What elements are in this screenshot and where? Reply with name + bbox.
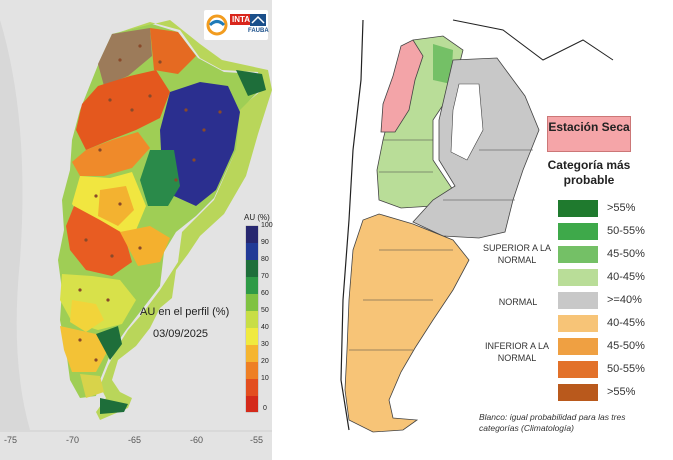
inta-logo: INTA	[230, 14, 253, 25]
legend-swatch	[558, 200, 598, 217]
season-label: Estación Seca	[547, 116, 631, 152]
footnote: Blanco: igual probabilidad para las tres…	[479, 412, 626, 433]
map-date: 03/09/2025	[153, 328, 209, 340]
soil-moisture-map	[0, 0, 272, 460]
legend-label: 40-45%	[607, 271, 645, 283]
fauba-emblem-icon	[250, 14, 266, 26]
soil-moisture-map-panel: INTA FAUBA AU (%) 100 90 80 70 60 50 40 …	[0, 0, 273, 460]
colorbar-tick: 30	[261, 341, 269, 348]
colorbar-tick: 100	[261, 222, 273, 229]
map-title: AU en el perfil (%)	[140, 306, 230, 318]
colorbar-title: AU (%)	[244, 213, 270, 222]
x-tick-label: -55	[250, 435, 264, 445]
colorbar-tick: 60	[261, 290, 269, 297]
legend-label: 50-55%	[607, 225, 645, 237]
x-tick-label: -65	[128, 435, 142, 445]
category-superior: SUPERIOR A LA NORMAL	[482, 243, 552, 265]
legend-label: 45-50%	[607, 248, 645, 260]
category-inferior: INFERIOR A LA NORMAL	[484, 341, 550, 363]
x-tick-label: -60	[190, 435, 204, 445]
x-tick-label: -70	[66, 435, 80, 445]
legend-title: Categoría más probable	[547, 158, 631, 187]
category-normal: NORMAL	[498, 297, 538, 307]
colorbar-tick: 80	[261, 256, 269, 263]
legend-label: 45-50%	[607, 340, 645, 352]
colorbar	[245, 225, 259, 413]
colorbar-tick: 70	[261, 273, 269, 280]
argentina-outline	[96, 20, 272, 420]
colorbar-tick: 20	[261, 358, 269, 365]
legend-swatch	[558, 246, 598, 263]
legend-swatch	[558, 384, 598, 401]
colorbar-tick: 90	[261, 239, 269, 246]
fauba-logo: FAUBA	[248, 28, 269, 34]
legend-swatch	[558, 361, 598, 378]
climate-forecast-map	[340, 19, 614, 433]
legend-label: 40-45%	[607, 317, 645, 329]
legend-label: >55%	[607, 386, 636, 398]
region-pink	[380, 39, 424, 133]
colorbar-tick: 10	[261, 375, 269, 382]
legend-label: 50-55%	[607, 363, 645, 375]
colorbar-tick: 40	[261, 324, 269, 331]
institution-logo-icon	[206, 14, 228, 36]
legend-swatch	[558, 292, 598, 309]
legend-swatch	[558, 223, 598, 240]
neighbor-land	[0, 20, 30, 430]
region-normal	[412, 57, 540, 239]
colorbar-tick: 0	[263, 405, 267, 412]
legend-label: >55%	[607, 202, 636, 214]
legend-swatch	[558, 338, 598, 355]
legend-swatch	[558, 315, 598, 332]
x-tick-label: -75	[4, 435, 18, 445]
climate-forecast-map-panel: Estación Seca Categoría más probable >55…	[283, 0, 673, 460]
colorbar-tick: 50	[261, 307, 269, 314]
logos: INTA FAUBA	[204, 10, 269, 40]
legend-label: >=40%	[607, 294, 642, 306]
legend-swatch	[558, 269, 598, 286]
region-inferior	[344, 213, 470, 433]
